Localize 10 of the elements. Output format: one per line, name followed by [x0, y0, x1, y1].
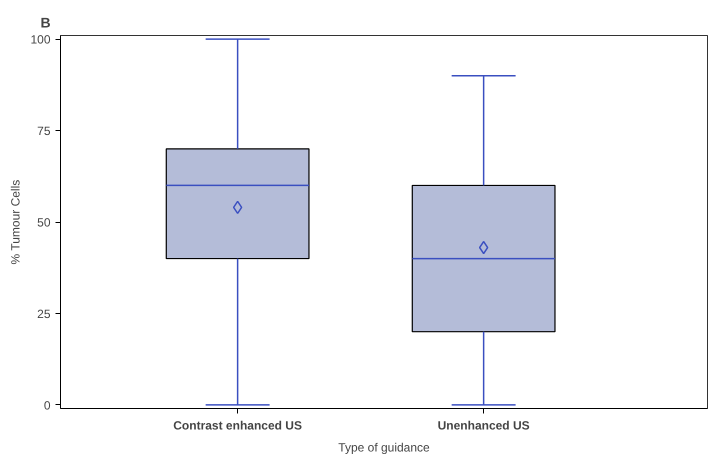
- y-axis-title: % Tumour Cells: [8, 180, 22, 264]
- y-tick-label: 75: [37, 124, 51, 138]
- y-tick-label: 50: [37, 216, 51, 230]
- x-tick-label: Contrast enhanced US: [173, 418, 302, 432]
- text: B: [40, 14, 51, 30]
- x-axis-title: Type of guidance: [338, 440, 430, 454]
- y-tick-label: 25: [37, 306, 51, 321]
- x-tick-label: Unenhanced US: [438, 418, 530, 432]
- y-tick-label: 100: [30, 32, 51, 47]
- y-tick-label: 0: [44, 398, 51, 412]
